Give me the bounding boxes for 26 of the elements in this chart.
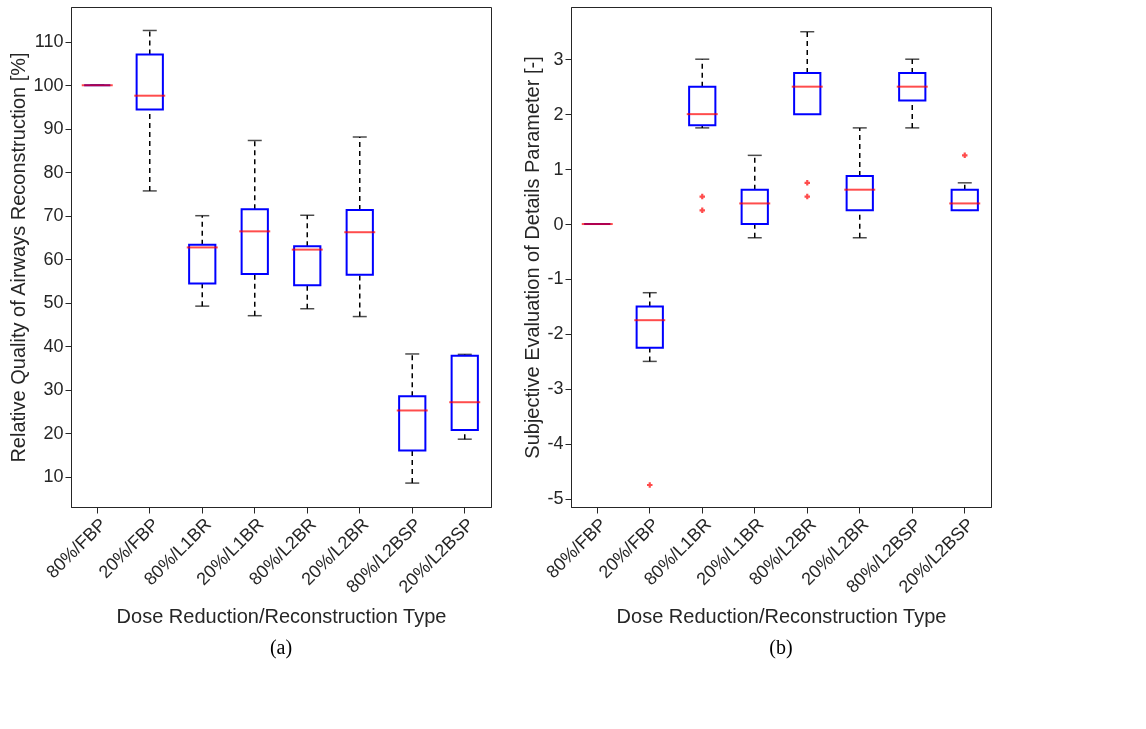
- y-tick-label: 100: [33, 74, 64, 95]
- y-tick-label: -1: [547, 268, 564, 289]
- y-tick-label: 20: [43, 422, 64, 443]
- y-axis-title: Relative Quality of Airways Reconstruction [%]: [7, 52, 30, 463]
- y-tick-label: 1: [553, 158, 564, 179]
- y-tick-label: 80: [43, 161, 64, 182]
- y-tick-label: -3: [547, 378, 564, 399]
- text: (a): [269, 636, 293, 660]
- y-tick-label: 60: [43, 248, 64, 269]
- y-axis-title: Subjective Evaluation of Details Parameter [-]: [521, 56, 544, 459]
- y-tick-label: 10: [43, 466, 64, 487]
- y-tick-label: 2: [553, 103, 564, 124]
- y-tick-label: -2: [547, 323, 564, 344]
- y-tick-label: 30: [43, 379, 64, 400]
- x-axis-title: Dose Reduction/Reconstruction Type: [116, 604, 447, 627]
- y-tick-label: 110: [34, 31, 64, 52]
- text: (b): [769, 636, 793, 660]
- y-tick-label: -4: [547, 433, 564, 454]
- y-tick-label: -5: [547, 488, 564, 509]
- y-tick-label: 50: [43, 292, 64, 313]
- y-tick-label: 70: [43, 205, 64, 226]
- y-tick-label: 90: [43, 118, 64, 139]
- y-tick-label: 3: [553, 48, 564, 69]
- y-tick-label: 40: [43, 335, 64, 356]
- x-axis-title: Dose Reduction/Reconstruction Type: [616, 604, 947, 627]
- y-tick-label: 0: [553, 213, 564, 234]
